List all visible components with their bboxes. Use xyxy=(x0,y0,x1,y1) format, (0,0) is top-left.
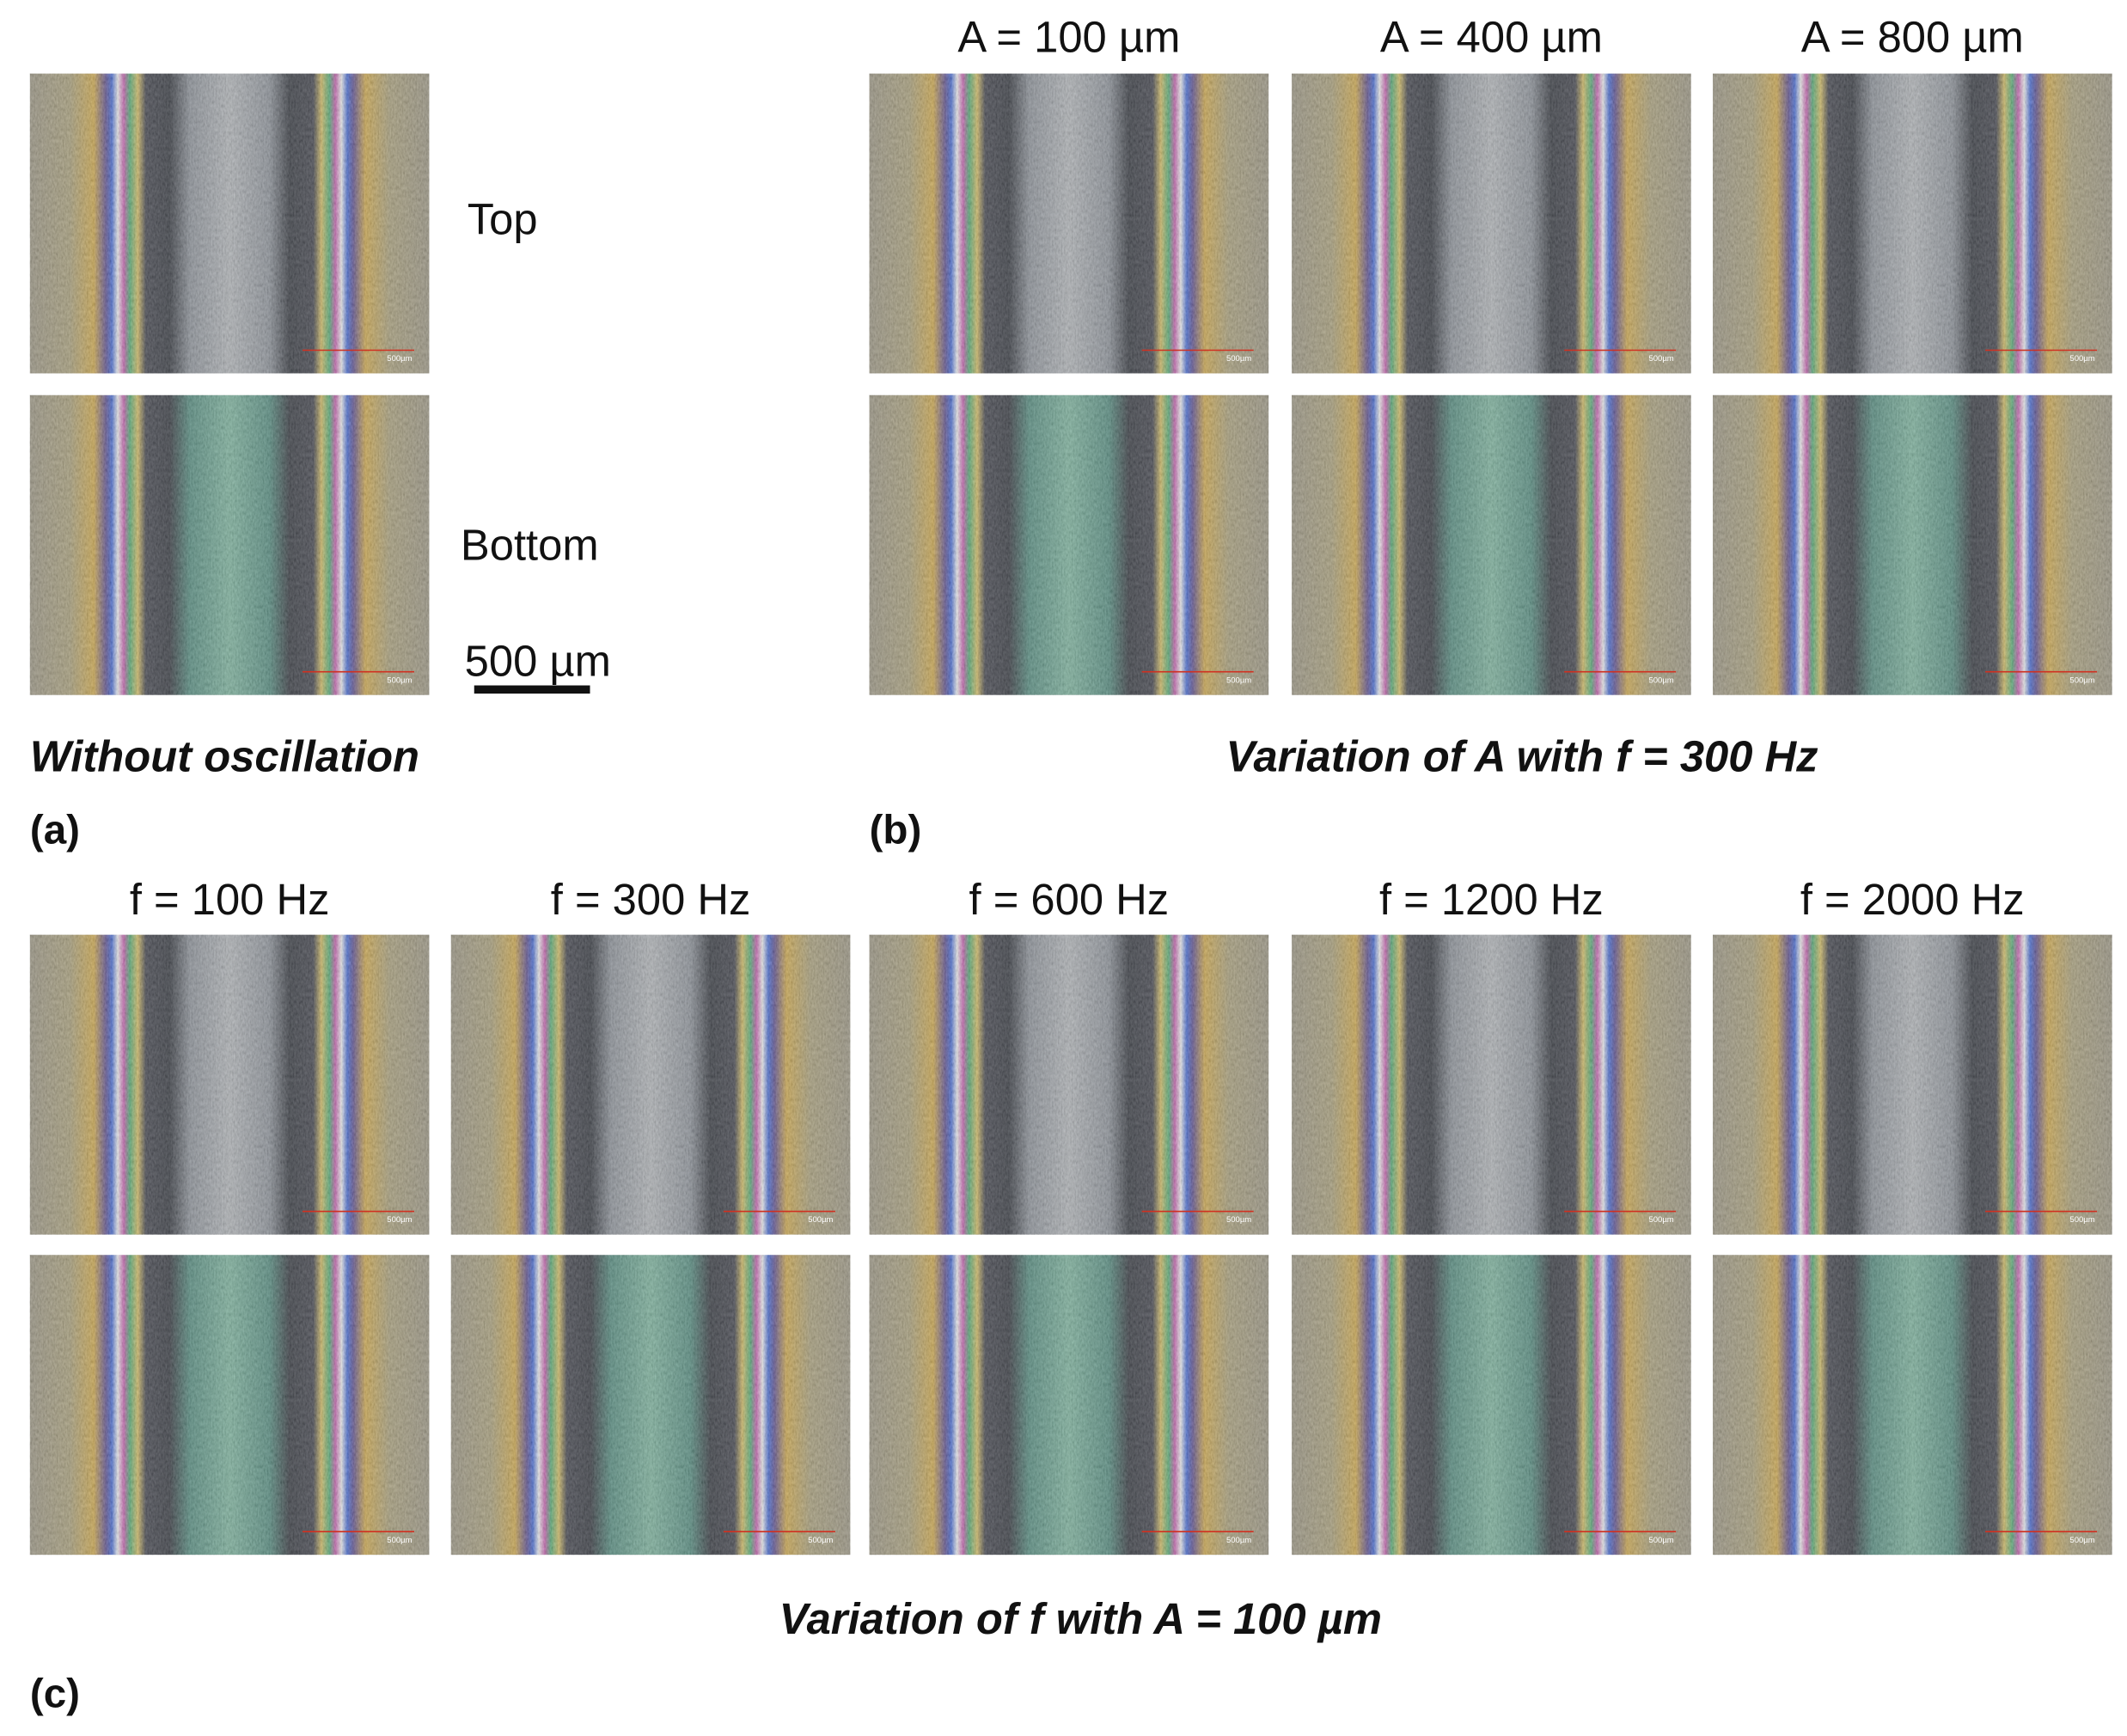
micrograph-scale-label: 500µm xyxy=(2069,354,2094,364)
micrograph-scale-label: 500µm xyxy=(1648,354,1673,364)
micrograph: 500µm xyxy=(29,1255,430,1556)
micrograph-scale-label: 500µm xyxy=(2069,1215,2094,1225)
micrograph: 500µm xyxy=(450,1255,851,1556)
caption: Variation of A with f = 300 Hz xyxy=(1226,731,1819,780)
micrograph-scale-label: 500µm xyxy=(387,675,412,685)
micrograph: 500µm xyxy=(1292,934,1691,1235)
micrograph: 500µm xyxy=(869,394,1269,695)
column-label: f = 100 Hz xyxy=(130,875,330,924)
micrograph-scale-label: 500µm xyxy=(1226,1536,1251,1545)
column-label: f = 2000 Hz xyxy=(1800,875,2025,924)
column-label: A = 100 µm xyxy=(957,12,1180,61)
caption: Without oscillation xyxy=(30,731,419,780)
micrograph-scale-label: 500µm xyxy=(387,1536,412,1545)
micrograph: 500µm xyxy=(1292,73,1691,374)
micrograph: 500µm xyxy=(29,73,430,374)
column-label: f = 600 Hz xyxy=(969,875,1170,924)
micrograph: 500µm xyxy=(29,394,430,695)
micrograph: 500µm xyxy=(1713,934,2112,1235)
micrograph-scale-label: 500µm xyxy=(387,1215,412,1225)
micrograph-scale-label: 500µm xyxy=(387,354,412,364)
micrograph: 500µm xyxy=(1292,1255,1691,1556)
column-label: f = 300 Hz xyxy=(551,875,751,924)
row-label: Top xyxy=(468,195,538,244)
micrograph-scale-label: 500µm xyxy=(1648,1536,1673,1545)
micrograph-scale-label: 500µm xyxy=(808,1215,833,1225)
panel-tag: (c) xyxy=(30,1672,80,1717)
row-label: Bottom xyxy=(461,521,599,570)
micrograph: 500µm xyxy=(1292,394,1691,695)
panel-tag: (b) xyxy=(870,807,922,853)
micrograph: 500µm xyxy=(1713,1255,2112,1556)
micrograph-scale-label: 500µm xyxy=(2069,675,2094,685)
micrograph-scale-label: 500µm xyxy=(1226,1215,1251,1225)
micrograph-scale-label: 500µm xyxy=(2069,1536,2094,1545)
column-label: f = 1200 Hz xyxy=(1379,875,1604,924)
micrograph: 500µm xyxy=(1713,73,2112,374)
micrograph-scale-label: 500µm xyxy=(1226,354,1251,364)
micrograph: 500µm xyxy=(450,934,851,1235)
caption: Variation of f with A = 100 µm xyxy=(779,1594,1382,1643)
micrograph: 500µm xyxy=(869,73,1269,374)
column-label: A = 800 µm xyxy=(1801,12,2024,61)
micrograph: 500µm xyxy=(869,934,1269,1235)
micrograph: 500µm xyxy=(29,934,430,1235)
micrograph-scale-label: 500µm xyxy=(808,1536,833,1545)
micrograph: 500µm xyxy=(869,1255,1269,1556)
column-label: A = 400 µm xyxy=(1380,12,1603,61)
panel-tag: (a) xyxy=(30,807,80,853)
scale-bar-label: 500 µm xyxy=(465,636,611,685)
micrograph-scale-label: 500µm xyxy=(1226,675,1251,685)
micrograph: 500µm xyxy=(1713,394,2112,695)
micrograph-scale-label: 500µm xyxy=(1648,675,1673,685)
scale-bar xyxy=(474,685,590,694)
micrograph-scale-label: 500µm xyxy=(1648,1215,1673,1225)
